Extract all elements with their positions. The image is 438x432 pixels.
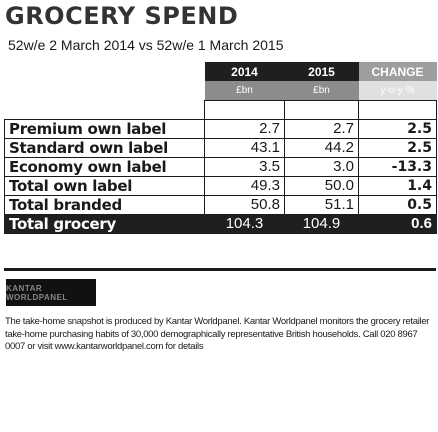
total-2015: 104.9 — [284, 213, 359, 234]
table-row: Total own label 49.3 50.0 1.4 — [4, 175, 437, 196]
header-change: CHANGE — [358, 62, 437, 81]
total-change: 0.6 — [358, 213, 437, 234]
table-row: Economy own label 3.5 3.0 -13.3 — [4, 156, 437, 177]
header-blank — [4, 62, 205, 81]
kantar-logo: KANTAR WORLDPANEL — [6, 279, 96, 306]
value-2014: 50.8 — [204, 194, 285, 215]
value-2015: 3.0 — [284, 156, 359, 177]
page-subtitle: 52w/e 2 March 2014 vs 52w/e 1 March 2015 — [8, 37, 284, 53]
header-row: 2014 2015 CHANGE — [4, 62, 437, 81]
unit-row: £bn £bn y-o-y % — [4, 81, 437, 100]
unit-2014: £bn — [204, 81, 285, 100]
total-label: Total grocery — [4, 213, 205, 234]
value-2014: 3.5 — [204, 156, 285, 177]
table-row: Standard own label 43.1 44.2 2.5 — [4, 137, 437, 158]
value-2015: 50.0 — [284, 175, 359, 196]
grocery-spend-table: 2014 2015 CHANGE £bn £bn y-o-y % Premium… — [4, 62, 437, 234]
total-row: Total grocery 104.3 104.9 0.6 — [4, 213, 437, 234]
spacer-row — [4, 99, 437, 120]
source-footnote: The take-home snapshot is produced by Ka… — [5, 316, 430, 352]
total-2014: 104.3 — [204, 213, 285, 234]
value-change: 2.5 — [358, 137, 437, 158]
value-change: -13.3 — [358, 156, 437, 177]
header-2014: 2014 — [204, 62, 285, 81]
row-label: Total branded — [4, 194, 205, 215]
value-2015: 51.1 — [284, 194, 359, 215]
unit-change: y-o-y % — [358, 81, 437, 100]
divider — [4, 268, 436, 271]
table-row: Premium own label 2.7 2.7 2.5 — [4, 118, 437, 139]
header-2015: 2015 — [284, 62, 359, 81]
unit-2015: £bn — [284, 81, 359, 100]
value-2014: 43.1 — [204, 137, 285, 158]
table-row: Total branded 50.8 51.1 0.5 — [4, 194, 437, 215]
value-2014: 49.3 — [204, 175, 285, 196]
row-label: Economy own label — [4, 156, 205, 177]
row-label: Total own label — [4, 175, 205, 196]
value-change: 1.4 — [358, 175, 437, 196]
row-label: Standard own label — [4, 137, 205, 158]
value-2014: 2.7 — [204, 118, 285, 139]
page-title: GROCERY SPEND — [5, 2, 239, 30]
value-change: 2.5 — [358, 118, 437, 139]
value-change: 0.5 — [358, 194, 437, 215]
value-2015: 44.2 — [284, 137, 359, 158]
value-2015: 2.7 — [284, 118, 359, 139]
row-label: Premium own label — [4, 118, 205, 139]
